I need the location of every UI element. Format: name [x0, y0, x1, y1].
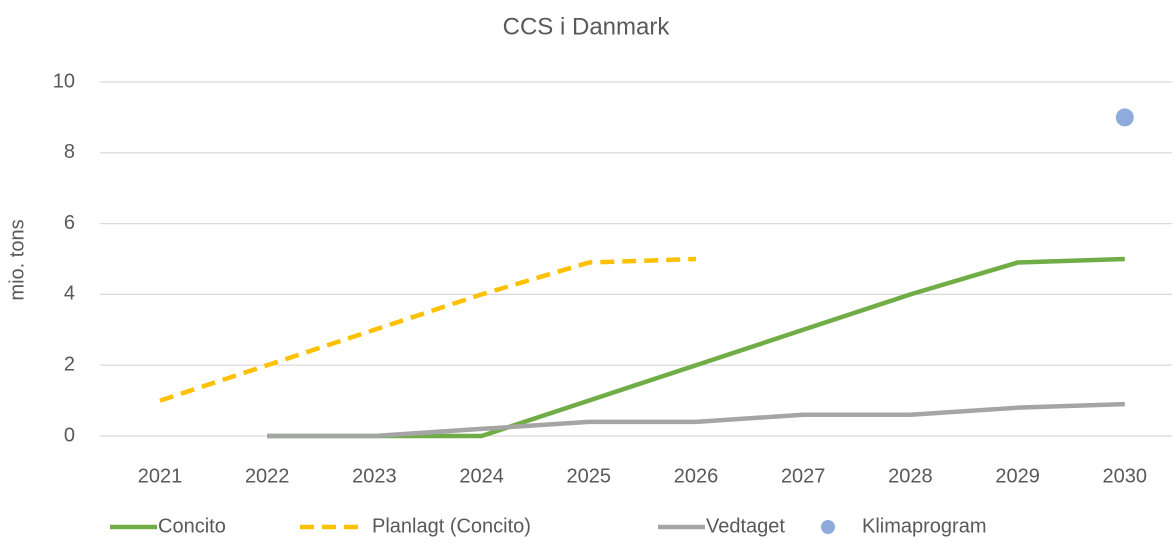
chart-title: CCS i Danmark: [503, 13, 671, 40]
legend-swatch: [821, 520, 835, 534]
x-tick-label: 2022: [245, 465, 290, 487]
x-tick-label: 2029: [995, 465, 1040, 487]
legend-label: Concito: [158, 515, 226, 537]
x-tick-label: 2028: [888, 465, 933, 487]
series-line: [267, 256, 1125, 439]
x-tick-label: 2030: [1103, 465, 1148, 487]
marker: [1115, 108, 1134, 127]
legend-label: Vedtaget: [706, 515, 785, 537]
legend-label: Klimaprogram: [862, 515, 986, 537]
y-tick-label: 4: [64, 283, 75, 305]
x-tick-label: 2027: [781, 465, 826, 487]
series-line: [267, 401, 1125, 439]
x-tick-label: 2023: [352, 465, 397, 487]
legend-label: Planlagt (Concito): [372, 515, 531, 537]
y-tick-label: 8: [64, 141, 75, 163]
y-axis-label: mio. tons: [6, 219, 28, 300]
x-tick-label: 2025: [567, 465, 612, 487]
y-tick-label: 2: [64, 353, 75, 375]
y-tick-label: 0: [64, 424, 75, 446]
x-tick-label: 2024: [459, 465, 504, 487]
x-tick-label: 2026: [674, 465, 719, 487]
x-tick-label: 2021: [138, 465, 183, 487]
y-tick-label: 6: [64, 212, 75, 234]
series-line: [159, 256, 697, 403]
y-tick-label: 10: [53, 70, 75, 92]
